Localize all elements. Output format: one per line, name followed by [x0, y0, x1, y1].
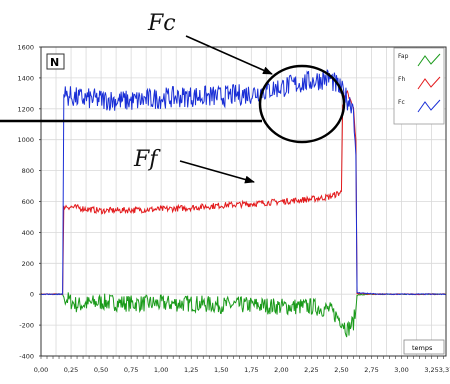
x-tick-label: 1,00 — [154, 366, 168, 374]
x-tick-label: 3,37 — [439, 366, 450, 374]
x-tick-label: 0,25 — [64, 366, 78, 374]
y-axis-ticks: -400 -200 0 200 400 600 800 1000 1200 1400 1600 — [17, 44, 41, 361]
y-tick-label: -200 — [19, 322, 34, 330]
x-tick-label: 3,00 — [394, 366, 408, 374]
x-unit-label: temps — [412, 344, 433, 352]
highlight-circle — [258, 64, 346, 144]
series-group — [40, 69, 447, 338]
y-tick-label: 1400 — [17, 74, 34, 82]
legend-label: Fh — [398, 76, 405, 83]
x-tick-label: 2,25 — [304, 366, 318, 374]
unit-box — [46, 53, 65, 70]
y-tick-label: 1600 — [17, 44, 34, 52]
x-tick-label: 0,75 — [124, 366, 138, 374]
plot-frame — [40, 46, 447, 357]
y-unit-label: N — [50, 56, 59, 69]
y-tick-label: 0 — [30, 291, 34, 299]
y-tick-label: -400 — [19, 353, 34, 361]
y-tick-label: 800 — [22, 167, 34, 175]
y-tick-label: 200 — [22, 260, 34, 268]
x-tick-label: 1,75 — [244, 366, 258, 374]
legend-swatch — [417, 99, 441, 113]
x-tick-label: 0,50 — [94, 366, 108, 374]
annotation-ff: Ff — [133, 147, 161, 172]
x-unit-box — [403, 339, 445, 355]
x-tick-label: 1,50 — [214, 366, 228, 374]
legend-label: Fap — [398, 53, 409, 60]
annotation-fc: Fc — [147, 11, 176, 36]
legend: Fap Fh Fc — [393, 47, 445, 125]
legend-swatch — [417, 53, 441, 67]
x-axis-ticks: 0,00 0,25 0,50 0,75 1,00 1,25 1,50 1,75 2,00 2,25… — [34, 356, 450, 374]
y-tick-label: 400 — [22, 229, 34, 237]
y-tick-label: 1000 — [17, 136, 34, 144]
annotations: Fc Ff — [0, 11, 346, 184]
x-tick-label: 2,75 — [364, 366, 378, 374]
arrow-fc — [185, 35, 273, 75]
x-tick-label: 3,25 — [424, 366, 438, 374]
arrow-ff — [179, 160, 255, 184]
x-tick-label: 2,50 — [334, 366, 348, 374]
x-tick-label: 2,00 — [274, 366, 288, 374]
x-tick-label: 0,00 — [34, 366, 48, 374]
y-tick-label: 600 — [22, 198, 34, 206]
legend-label: Fc — [398, 99, 405, 106]
series-line-fc — [40, 69, 447, 296]
x-tick-label: 1,25 — [184, 366, 198, 374]
y-tick-label: 1200 — [17, 105, 34, 113]
legend-swatch — [417, 76, 441, 90]
